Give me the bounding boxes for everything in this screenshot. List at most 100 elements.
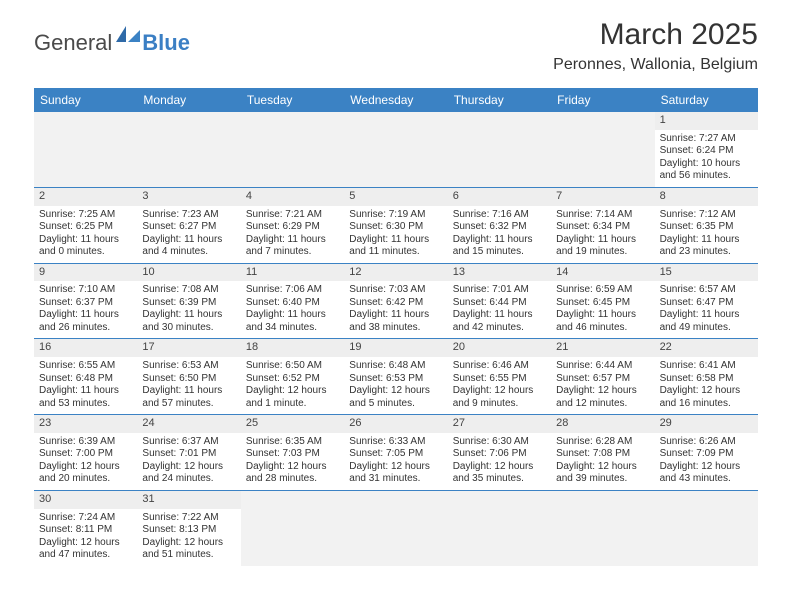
sunset-text: Sunset: 6:32 PM xyxy=(453,221,546,234)
title-block: March 2025 Peronnes, Wallonia, Belgium xyxy=(553,18,758,74)
sunset-text: Sunset: 6:34 PM xyxy=(556,221,649,234)
daylight-text: Daylight: 12 hours xyxy=(660,461,753,474)
daylight-text: and 38 minutes. xyxy=(349,322,442,335)
sunset-text: Sunset: 6:30 PM xyxy=(349,221,442,234)
sunrise-text: Sunrise: 6:59 AM xyxy=(556,284,649,297)
daylight-text: Daylight: 11 hours xyxy=(349,309,442,322)
sunrise-text: Sunrise: 7:25 AM xyxy=(39,209,132,222)
day-number: 7 xyxy=(551,188,654,206)
day-number: 5 xyxy=(344,188,447,206)
daylight-text: Daylight: 12 hours xyxy=(453,461,546,474)
day-cell: 16Sunrise: 6:55 AMSunset: 6:48 PMDayligh… xyxy=(34,339,137,414)
week-row: 16Sunrise: 6:55 AMSunset: 6:48 PMDayligh… xyxy=(34,339,758,415)
daylight-text: Daylight: 10 hours xyxy=(660,158,753,171)
day-cell: 6Sunrise: 7:16 AMSunset: 6:32 PMDaylight… xyxy=(448,188,551,263)
sunrise-text: Sunrise: 6:50 AM xyxy=(246,360,339,373)
day-number: 17 xyxy=(137,339,240,357)
sunset-text: Sunset: 6:24 PM xyxy=(660,145,753,158)
day-number: 25 xyxy=(241,415,344,433)
day-number: 28 xyxy=(551,415,654,433)
daylight-text: and 26 minutes. xyxy=(39,322,132,335)
daylight-text: Daylight: 11 hours xyxy=(39,385,132,398)
daylight-text: Daylight: 12 hours xyxy=(246,385,339,398)
daylight-text: Daylight: 11 hours xyxy=(246,309,339,322)
logo-text-blue: Blue xyxy=(142,30,190,56)
daylight-text: Daylight: 11 hours xyxy=(660,309,753,322)
sunset-text: Sunset: 6:52 PM xyxy=(246,373,339,386)
daylight-text: Daylight: 12 hours xyxy=(39,537,132,550)
sunrise-text: Sunrise: 6:33 AM xyxy=(349,436,442,449)
day-header-monday: Monday xyxy=(137,88,240,112)
day-cell: 20Sunrise: 6:46 AMSunset: 6:55 PMDayligh… xyxy=(448,339,551,414)
sunset-text: Sunset: 6:50 PM xyxy=(142,373,235,386)
daylight-text: Daylight: 11 hours xyxy=(142,234,235,247)
sunrise-text: Sunrise: 7:16 AM xyxy=(453,209,546,222)
daylight-text: and 20 minutes. xyxy=(39,473,132,486)
location-text: Peronnes, Wallonia, Belgium xyxy=(553,56,758,74)
day-cell: 13Sunrise: 7:01 AMSunset: 6:44 PMDayligh… xyxy=(448,264,551,339)
sunrise-text: Sunrise: 7:27 AM xyxy=(660,133,753,146)
sunset-text: Sunset: 6:58 PM xyxy=(660,373,753,386)
header: General Blue March 2025 Peronnes, Wallon… xyxy=(0,0,792,82)
sunset-text: Sunset: 8:11 PM xyxy=(39,524,132,537)
sunrise-text: Sunrise: 6:37 AM xyxy=(142,436,235,449)
day-number: 4 xyxy=(241,188,344,206)
sunset-text: Sunset: 7:03 PM xyxy=(246,448,339,461)
sunset-text: Sunset: 6:42 PM xyxy=(349,297,442,310)
day-header-saturday: Saturday xyxy=(655,88,758,112)
day-header-tuesday: Tuesday xyxy=(241,88,344,112)
sunrise-text: Sunrise: 6:41 AM xyxy=(660,360,753,373)
sunrise-text: Sunrise: 6:35 AM xyxy=(246,436,339,449)
day-cell: 25Sunrise: 6:35 AMSunset: 7:03 PMDayligh… xyxy=(241,415,344,490)
daylight-text: Daylight: 12 hours xyxy=(349,385,442,398)
sunrise-text: Sunrise: 6:30 AM xyxy=(453,436,546,449)
daylight-text: and 47 minutes. xyxy=(39,549,132,562)
sunrise-text: Sunrise: 6:46 AM xyxy=(453,360,546,373)
daylight-text: and 57 minutes. xyxy=(142,398,235,411)
weeks-container: 1Sunrise: 7:27 AMSunset: 6:24 PMDaylight… xyxy=(34,112,758,566)
empty-cell xyxy=(655,491,758,566)
sunset-text: Sunset: 7:00 PM xyxy=(39,448,132,461)
logo-sails-icon xyxy=(114,24,142,49)
sunset-text: Sunset: 6:53 PM xyxy=(349,373,442,386)
daylight-text: and 19 minutes. xyxy=(556,246,649,259)
daylight-text: and 12 minutes. xyxy=(556,398,649,411)
day-cell: 17Sunrise: 6:53 AMSunset: 6:50 PMDayligh… xyxy=(137,339,240,414)
day-cell: 3Sunrise: 7:23 AMSunset: 6:27 PMDaylight… xyxy=(137,188,240,263)
week-row: 2Sunrise: 7:25 AMSunset: 6:25 PMDaylight… xyxy=(34,188,758,264)
week-row: 9Sunrise: 7:10 AMSunset: 6:37 PMDaylight… xyxy=(34,264,758,340)
sunset-text: Sunset: 6:29 PM xyxy=(246,221,339,234)
daylight-text: Daylight: 11 hours xyxy=(453,309,546,322)
daylight-text: Daylight: 12 hours xyxy=(349,461,442,474)
day-cell: 4Sunrise: 7:21 AMSunset: 6:29 PMDaylight… xyxy=(241,188,344,263)
day-number: 20 xyxy=(448,339,551,357)
daylight-text: and 46 minutes. xyxy=(556,322,649,335)
daylight-text: and 43 minutes. xyxy=(660,473,753,486)
sunrise-text: Sunrise: 7:14 AM xyxy=(556,209,649,222)
sunrise-text: Sunrise: 7:21 AM xyxy=(246,209,339,222)
day-number: 15 xyxy=(655,264,758,282)
day-cell: 15Sunrise: 6:57 AMSunset: 6:47 PMDayligh… xyxy=(655,264,758,339)
sunrise-text: Sunrise: 7:23 AM xyxy=(142,209,235,222)
daylight-text: and 39 minutes. xyxy=(556,473,649,486)
day-cell: 5Sunrise: 7:19 AMSunset: 6:30 PMDaylight… xyxy=(344,188,447,263)
sunrise-text: Sunrise: 6:48 AM xyxy=(349,360,442,373)
daylight-text: and 7 minutes. xyxy=(246,246,339,259)
day-header-row: Sunday Monday Tuesday Wednesday Thursday… xyxy=(34,88,758,112)
empty-cell xyxy=(551,112,654,187)
empty-cell xyxy=(241,112,344,187)
daylight-text: and 35 minutes. xyxy=(453,473,546,486)
daylight-text: Daylight: 11 hours xyxy=(142,309,235,322)
day-cell: 29Sunrise: 6:26 AMSunset: 7:09 PMDayligh… xyxy=(655,415,758,490)
daylight-text: and 9 minutes. xyxy=(453,398,546,411)
day-number: 22 xyxy=(655,339,758,357)
day-cell: 10Sunrise: 7:08 AMSunset: 6:39 PMDayligh… xyxy=(137,264,240,339)
sunset-text: Sunset: 6:39 PM xyxy=(142,297,235,310)
daylight-text: and 31 minutes. xyxy=(349,473,442,486)
sunset-text: Sunset: 7:08 PM xyxy=(556,448,649,461)
day-number: 2 xyxy=(34,188,137,206)
daylight-text: and 49 minutes. xyxy=(660,322,753,335)
daylight-text: and 42 minutes. xyxy=(453,322,546,335)
daylight-text: Daylight: 11 hours xyxy=(39,309,132,322)
sunrise-text: Sunrise: 6:53 AM xyxy=(142,360,235,373)
